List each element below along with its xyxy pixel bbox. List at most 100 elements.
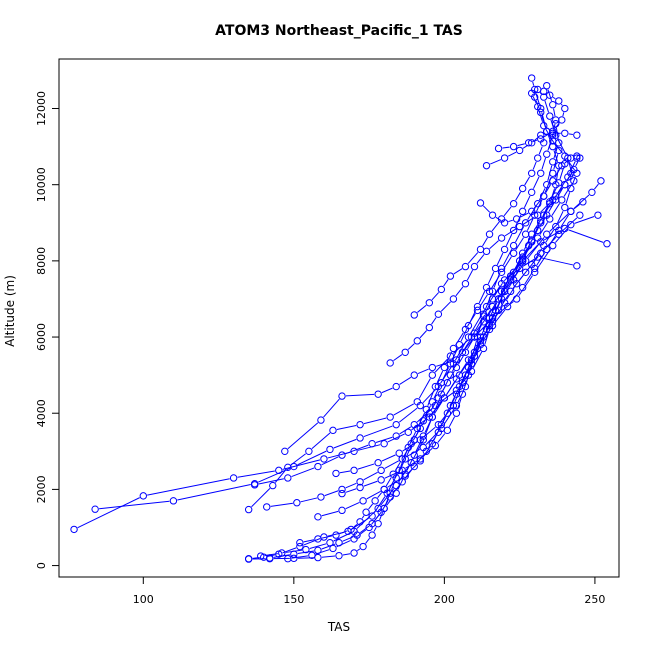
data-point [452, 356, 461, 364]
data-point [338, 392, 346, 400]
series-segment [431, 317, 437, 325]
series-segment [463, 378, 468, 391]
data-point [497, 295, 506, 303]
series-segment [431, 292, 440, 301]
series-19 [244, 81, 560, 563]
series-segment [493, 272, 501, 288]
series-segment [532, 224, 540, 237]
series-segment [363, 471, 378, 481]
data-point [573, 152, 581, 160]
series-segment [466, 269, 474, 281]
series-segment [568, 229, 604, 243]
x-tick-label: 250 [584, 593, 605, 606]
data-point [296, 542, 304, 551]
data-point [374, 459, 382, 467]
series-segment [479, 294, 488, 308]
series-segment [512, 262, 522, 277]
data-point [410, 420, 418, 429]
series-segment [412, 431, 419, 441]
series-segment [297, 450, 327, 466]
data-point [377, 466, 385, 475]
data-point [440, 363, 449, 372]
data-point [314, 462, 322, 471]
data-point [561, 129, 569, 137]
data-point [597, 177, 605, 185]
series-segment [321, 510, 339, 517]
data-point [425, 413, 434, 421]
series-segment [562, 112, 565, 117]
data-point [368, 439, 376, 448]
series-segment [454, 386, 462, 403]
data-point [461, 262, 470, 271]
x-tick-label: 150 [283, 593, 304, 606]
series-segment [506, 286, 515, 300]
series-segment [416, 407, 433, 423]
series-segment [379, 511, 384, 521]
data-point [335, 551, 343, 560]
data-point [386, 413, 394, 421]
data-point [434, 428, 443, 436]
data-point [567, 169, 575, 177]
series-segment [508, 219, 513, 223]
data-point [470, 262, 479, 271]
data-point [497, 268, 506, 276]
series-segment [548, 203, 555, 212]
data-point [425, 299, 434, 307]
data-point [521, 268, 530, 276]
series-segment [399, 426, 412, 435]
series-segment [491, 221, 500, 232]
data-point [488, 287, 497, 296]
series-segment [356, 529, 367, 537]
series-segment [336, 424, 357, 431]
series-segment [359, 525, 370, 534]
series-segment [475, 340, 480, 353]
data-point [290, 550, 298, 558]
series-segment [547, 89, 553, 102]
data-point [555, 146, 563, 155]
series-segment [460, 329, 468, 342]
data-point [473, 306, 482, 315]
data-point [320, 455, 328, 463]
data-point [494, 144, 503, 153]
series-segment [442, 367, 450, 380]
series-segment [512, 264, 519, 273]
data-point [368, 512, 376, 520]
data-point [455, 340, 464, 349]
series-segment [434, 358, 449, 373]
data-point [359, 542, 367, 551]
data-point [449, 401, 458, 410]
series-segment [518, 267, 530, 281]
data-point [386, 359, 394, 367]
data-point [416, 455, 424, 463]
data-point [401, 472, 409, 480]
data-point [410, 371, 418, 379]
data-point [91, 505, 99, 513]
series-segment [503, 279, 510, 289]
series-segment [545, 184, 552, 193]
series-segment [403, 446, 410, 456]
data-point [356, 483, 364, 492]
series-segment [311, 432, 331, 450]
data-point [497, 234, 506, 242]
data-point [537, 108, 545, 117]
data-point [573, 262, 581, 270]
data-point [552, 196, 560, 204]
data-point [392, 432, 400, 440]
series-segment [368, 503, 374, 510]
data-point [470, 333, 479, 341]
series-segment [407, 343, 415, 350]
data-point [404, 428, 412, 436]
series-segment [419, 330, 428, 339]
data-point [443, 409, 452, 417]
series-segment [505, 233, 513, 247]
series-segment [387, 433, 405, 443]
series-segment [425, 431, 439, 445]
series-15 [410, 139, 548, 319]
series-segment [495, 216, 502, 222]
series-segment [515, 237, 524, 251]
data-point [413, 398, 421, 406]
data-point [356, 420, 364, 429]
series-segment [381, 387, 393, 394]
data-point [443, 426, 452, 435]
